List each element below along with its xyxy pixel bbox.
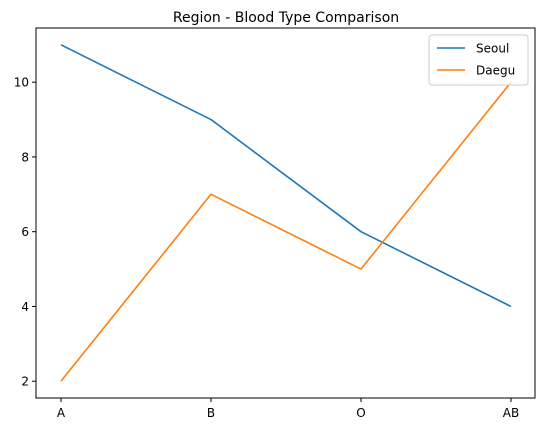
- legend: Seoul Daegu: [428, 34, 529, 86]
- legend-label-seoul: Seoul: [476, 42, 509, 56]
- data-point-seoul: [59, 43, 63, 47]
- y-tick-label: 2: [21, 375, 29, 389]
- data-point-seoul: [209, 118, 213, 122]
- y-tick-label: 8: [21, 150, 29, 164]
- y-tick-label: 10: [14, 76, 29, 90]
- x-tick-label: A: [57, 406, 66, 420]
- legend-label-daegu: Daegu: [476, 64, 515, 78]
- x-tick-label: B: [207, 406, 215, 420]
- series-line-daegu: [60, 81, 512, 382]
- y-tick-label: 4: [21, 300, 29, 314]
- data-point-seoul: [509, 304, 513, 308]
- axes-frame: [35, 27, 536, 399]
- data-point-daegu: [359, 267, 363, 271]
- y-tick-label: 6: [21, 225, 29, 239]
- data-point-daegu: [209, 192, 213, 196]
- x-tick-label: AB: [503, 406, 519, 420]
- x-tick-label: O: [356, 406, 365, 420]
- data-point-daegu: [59, 379, 63, 383]
- series-line-seoul: [60, 44, 512, 308]
- chart-title: Region - Blood Type Comparison: [173, 10, 399, 26]
- data-point-seoul: [359, 230, 363, 234]
